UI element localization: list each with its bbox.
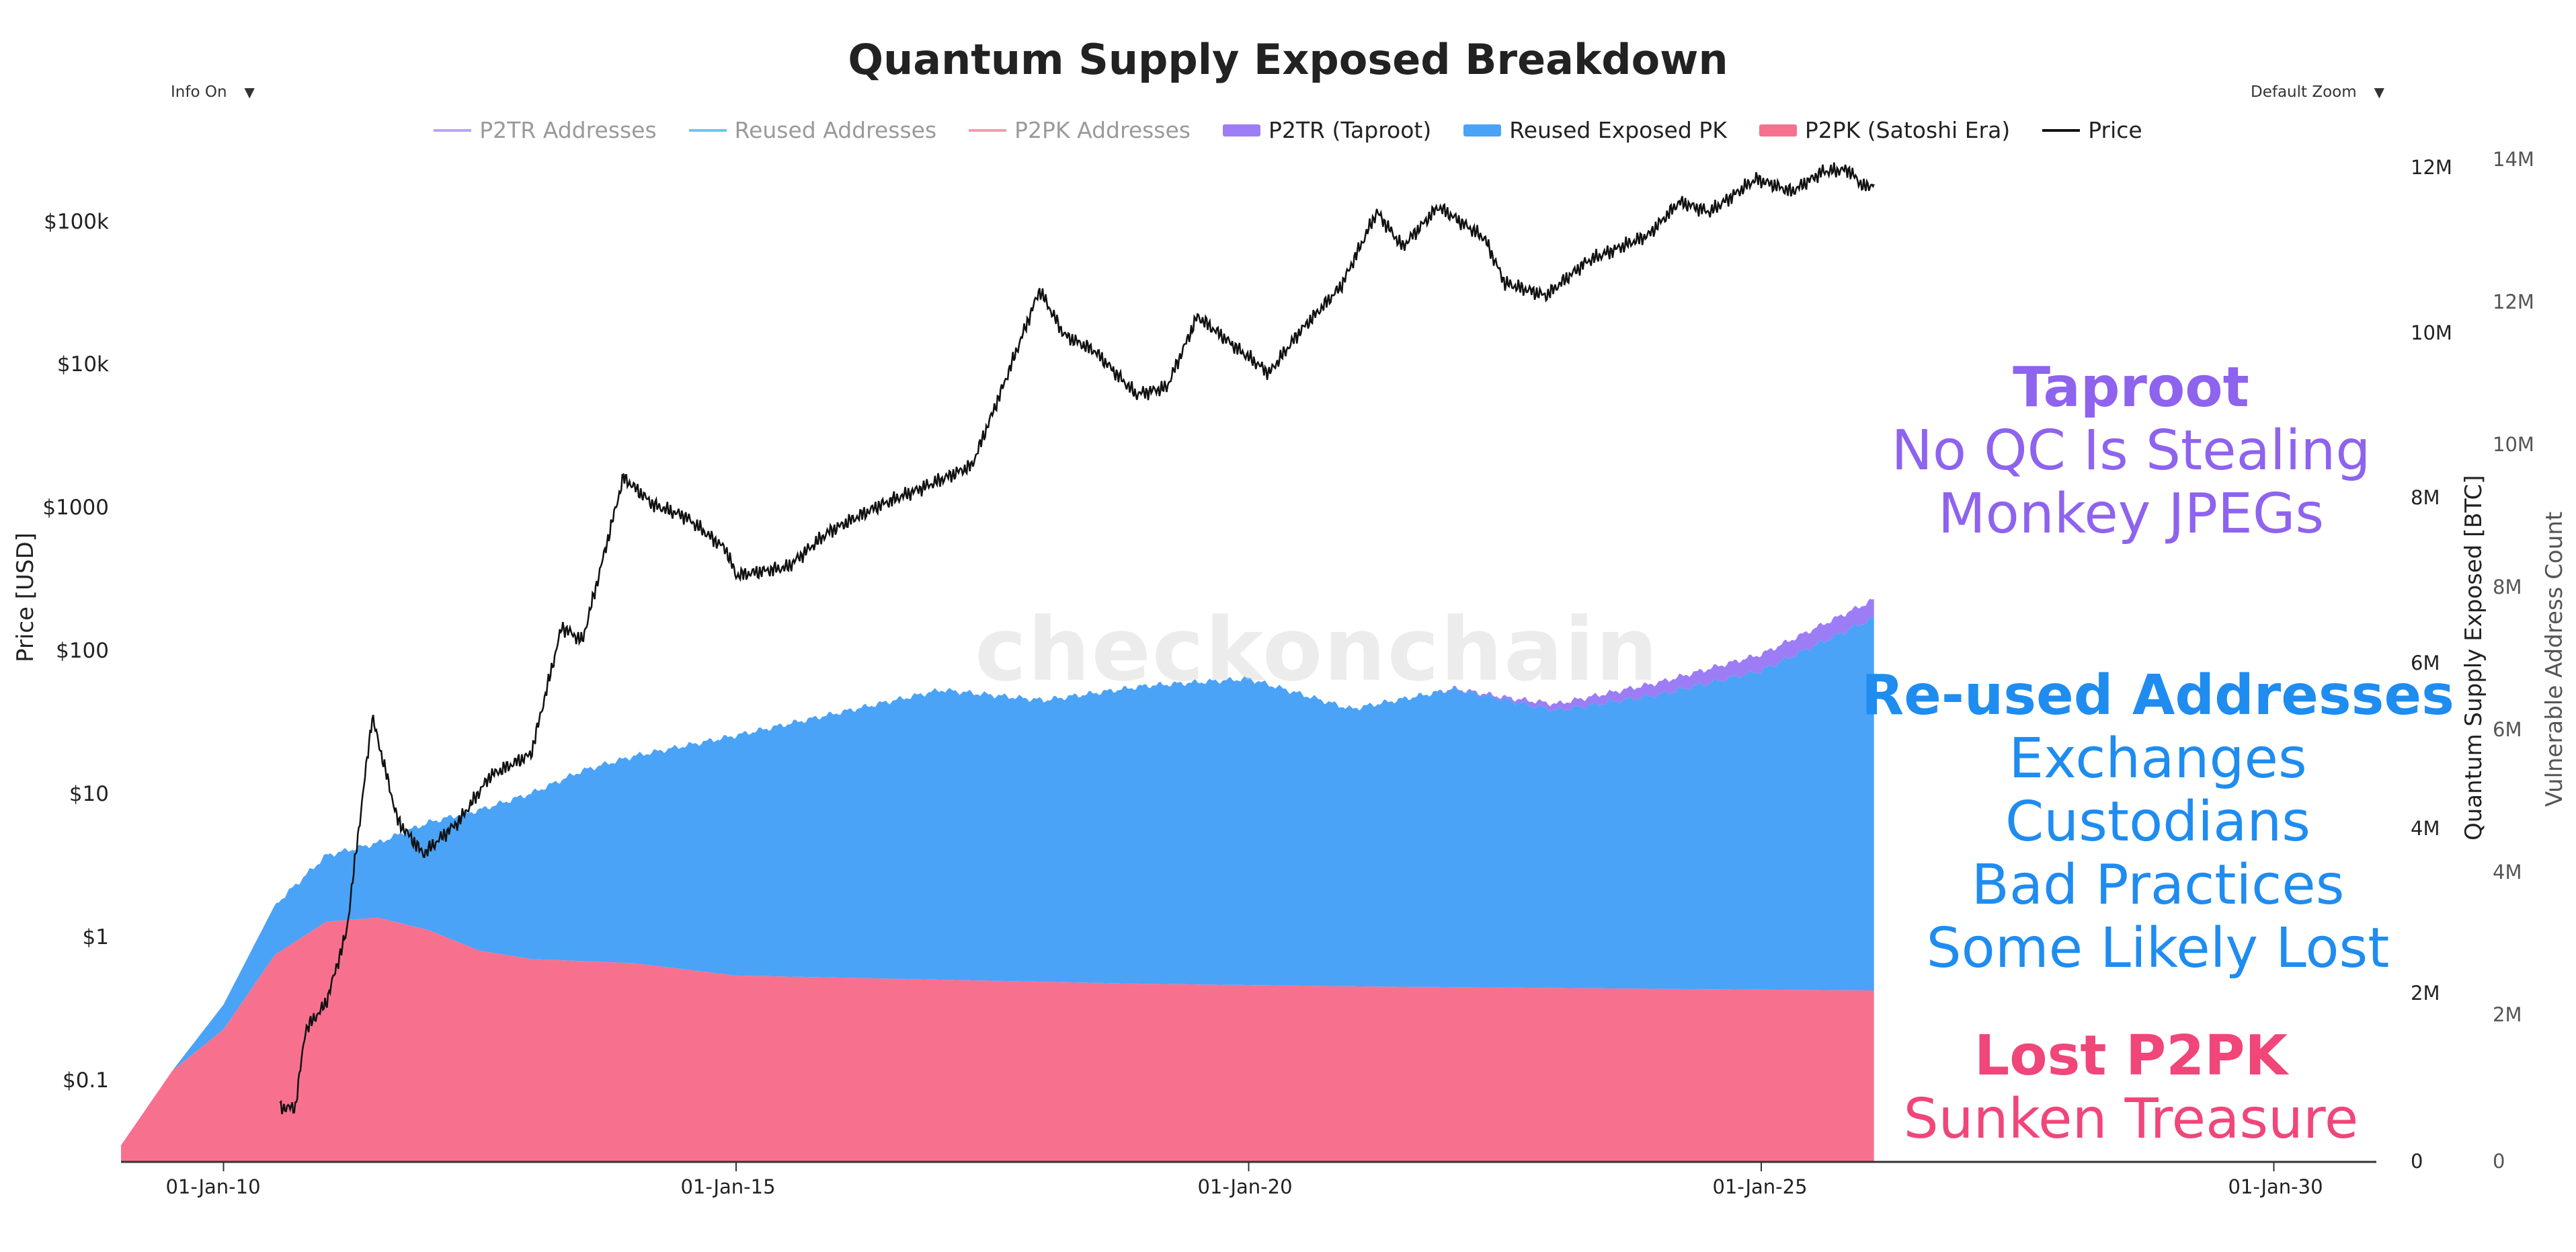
watermark: checkonchain — [975, 598, 1660, 701]
annotation-taproot-head: Taproot — [2013, 356, 2249, 420]
info-toggle[interactable]: Info On ▼ — [171, 83, 255, 101]
legend-label: Reused Addresses — [734, 117, 937, 143]
y-right-tick: 8M — [2411, 486, 2440, 509]
zoom-select[interactable]: Default Zoom ▼ — [2251, 83, 2384, 101]
y-right-axis-label: Quantum Supply Exposed [BTC] — [2460, 475, 2487, 840]
chart-legend: P2TR Addresses Reused Addresses P2PK Add… — [0, 117, 2576, 143]
y-left-tick: $1000 — [42, 496, 109, 520]
legend-item-p2tr-addresses[interactable]: P2TR Addresses — [434, 117, 657, 143]
y-right-tick: 4M — [2411, 817, 2440, 840]
annotation-taproot-line: Monkey JPEGs — [1937, 482, 2325, 546]
y-left-tick: $1 — [82, 925, 109, 949]
legend-label: P2PK Addresses — [1014, 117, 1191, 143]
chart-title: Quantum Supply Exposed Breakdown — [848, 35, 1728, 84]
legend-item-p2pk-satoshi-era[interactable]: P2PK (Satoshi Era) — [1759, 117, 2010, 143]
legend-item-reused-exposed-pk[interactable]: Reused Exposed PK — [1463, 117, 1727, 143]
legend-swatch — [1759, 124, 1797, 136]
y-right-tick: 0 — [2411, 1150, 2423, 1173]
legend-item-p2pk-addresses[interactable]: P2PK Addresses — [969, 117, 1191, 143]
x-tick: 01-Jan-20 — [1197, 1175, 1293, 1198]
legend-label: P2TR Addresses — [479, 117, 657, 143]
legend-item-price[interactable]: Price — [2042, 117, 2142, 143]
y-left-tick: $100 — [56, 639, 109, 663]
chevron-down-icon: ▼ — [2374, 84, 2385, 100]
y-right2-tick: 0 — [2493, 1150, 2505, 1173]
x-tick: 01-Jan-15 — [680, 1175, 776, 1198]
legend-swatch — [2042, 128, 2081, 132]
price-line — [279, 162, 1875, 1115]
x-tick: 01-Jan-25 — [1712, 1175, 1808, 1198]
y-left-tick: $10k — [56, 352, 109, 377]
y-right2-tick: 14M — [2493, 148, 2534, 171]
legend-swatch — [434, 128, 472, 132]
legend-swatch — [688, 128, 727, 132]
y-left-axis-label: Price [USD] — [12, 533, 39, 662]
y-right2-axis-label: Vulnerable Address Count — [2541, 511, 2568, 807]
chevron-down-icon: ▼ — [244, 84, 255, 100]
annotation-reused-line: Bad Practices — [1971, 853, 2345, 917]
annotation-reused-head: Re-used Addresses — [1861, 664, 2454, 728]
annotation-reused-line: Some Likely Lost — [1926, 916, 2390, 980]
area-series-reused-exposed-pk — [121, 617, 1874, 1146]
y-right-tick: 12M — [2411, 156, 2452, 179]
x-tick: 01-Jan-30 — [2228, 1175, 2323, 1198]
y-left-tick: $100k — [44, 210, 109, 234]
y-right2-tick: 10M — [2493, 433, 2534, 456]
annotation-reused: Re-used Addresses Exchanges Custodians B… — [1855, 664, 2460, 980]
y-right-tick: 10M — [2411, 321, 2452, 344]
annotation-p2pk-head: Lost P2PK — [1974, 1024, 2288, 1088]
legend-swatch — [1463, 124, 1502, 136]
area-series-p2pk-satoshi-era- — [121, 917, 1874, 1162]
legend-label: P2PK (Satoshi Era) — [1804, 117, 2011, 143]
zoom-select-label: Default Zoom — [2251, 83, 2357, 101]
annotation-p2pk-line: Sunken Treasure — [1903, 1087, 2359, 1151]
annotation-p2pk: Lost P2PK Sunken Treasure — [1845, 1025, 2417, 1151]
y-right2-tick: 6M — [2493, 718, 2522, 741]
y-right2-tick: 2M — [2493, 1003, 2522, 1026]
info-toggle-label: Info On — [171, 83, 227, 101]
legend-label: Price — [2088, 117, 2142, 143]
annotation-reused-line: Exchanges — [2009, 727, 2307, 791]
legend-label: Reused Exposed PK — [1509, 117, 1727, 143]
annotation-taproot-line: No QC Is Stealing — [1891, 419, 2371, 483]
legend-swatch — [969, 128, 1007, 132]
annotation-reused-line: Custodians — [2005, 790, 2311, 854]
legend-swatch — [1223, 124, 1260, 136]
legend-item-p2tr-taproot[interactable]: P2TR (Taproot) — [1223, 117, 1431, 143]
legend-item-reused-addresses[interactable]: Reused Addresses — [688, 117, 937, 143]
y-left-tick: $0.1 — [62, 1068, 109, 1093]
legend-label: P2TR (Taproot) — [1269, 117, 1432, 143]
y-right2-tick: 12M — [2493, 290, 2534, 313]
y-right-tick: 2M — [2411, 982, 2440, 1005]
y-right2-tick: 4M — [2493, 861, 2522, 884]
y-right-tick: 6M — [2411, 652, 2440, 674]
annotation-taproot: Taproot No QC Is Stealing Monkey JPEGs — [1845, 356, 2417, 546]
x-tick: 01-Jan-10 — [165, 1175, 261, 1198]
y-right2-tick: 8M — [2493, 576, 2522, 598]
y-left-tick: $10 — [69, 782, 109, 806]
